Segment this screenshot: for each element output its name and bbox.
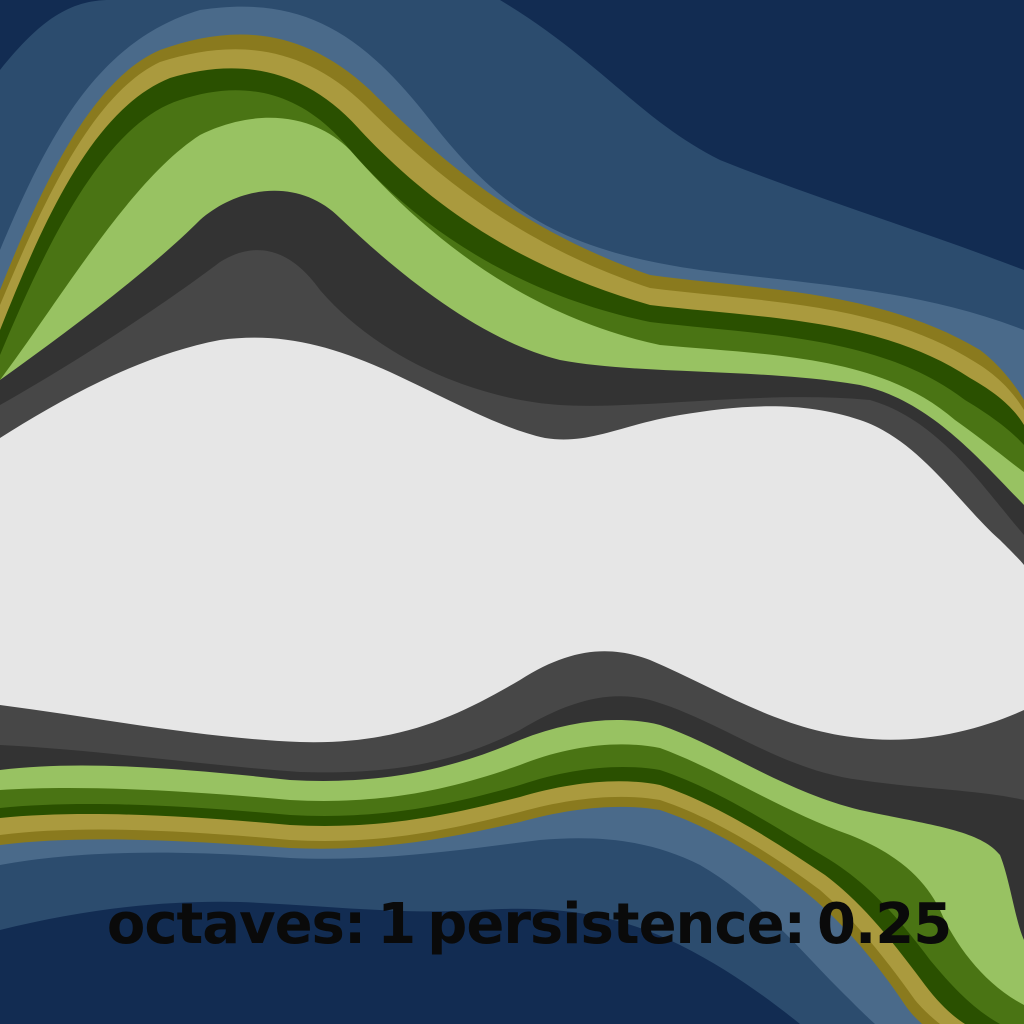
deep-water-layer-bottom: [0, 901, 800, 1024]
noise-parameters-caption: octaves: 1 persistence: 0.25: [0, 892, 1024, 957]
snow-layer: [0, 337, 1024, 743]
octaves-label: octaves:: [106, 892, 366, 957]
octaves-value: 1: [377, 892, 416, 957]
persistence-label: persistence:: [427, 892, 806, 957]
persistence-value: 0.25: [816, 892, 952, 957]
